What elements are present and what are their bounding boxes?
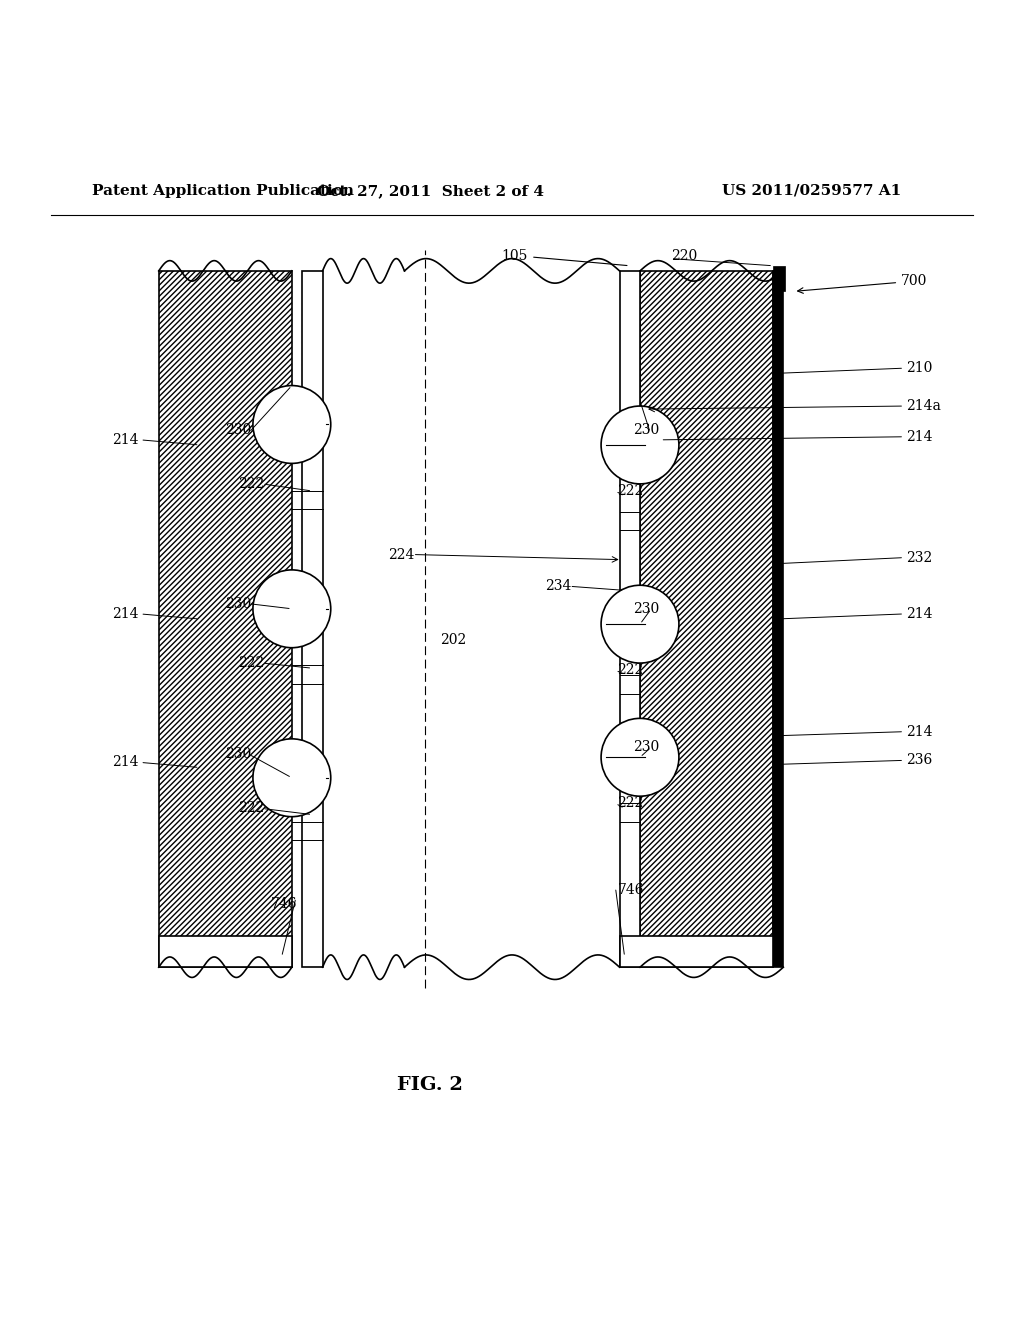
Text: 230: 230 bbox=[224, 422, 251, 437]
Text: 222: 222 bbox=[617, 484, 644, 498]
Text: 214: 214 bbox=[906, 430, 933, 444]
Text: 202: 202 bbox=[439, 632, 466, 647]
Text: 746: 746 bbox=[617, 883, 644, 898]
Text: 220: 220 bbox=[671, 248, 697, 263]
Text: 222: 222 bbox=[238, 801, 264, 816]
Circle shape bbox=[601, 585, 679, 663]
Text: 230: 230 bbox=[633, 602, 659, 616]
Text: 222: 222 bbox=[617, 796, 644, 810]
Bar bbox=[620, 271, 640, 968]
Bar bbox=[302, 271, 323, 968]
Bar bbox=[323, 271, 425, 968]
Text: 105: 105 bbox=[502, 248, 627, 265]
Bar bbox=[773, 271, 783, 968]
Text: 230: 230 bbox=[633, 422, 659, 437]
Text: 232: 232 bbox=[906, 550, 933, 565]
Bar bbox=[159, 936, 292, 968]
Text: 224: 224 bbox=[388, 548, 415, 561]
Circle shape bbox=[253, 739, 331, 817]
Bar bbox=[299, 763, 325, 793]
Circle shape bbox=[253, 385, 331, 463]
Text: US 2011/0259577 A1: US 2011/0259577 A1 bbox=[722, 183, 901, 198]
Text: 230: 230 bbox=[633, 741, 659, 754]
Text: 214: 214 bbox=[112, 755, 138, 770]
Text: 222: 222 bbox=[238, 477, 264, 491]
Bar bbox=[614, 609, 640, 639]
Text: 222: 222 bbox=[617, 663, 644, 677]
Text: 210: 210 bbox=[906, 362, 933, 375]
Text: 214a: 214a bbox=[906, 399, 941, 413]
Circle shape bbox=[601, 718, 679, 796]
Text: Patent Application Publication: Patent Application Publication bbox=[92, 183, 354, 198]
Text: 700: 700 bbox=[798, 275, 928, 293]
Text: 230: 230 bbox=[224, 597, 251, 611]
Text: 214: 214 bbox=[112, 607, 138, 620]
Bar bbox=[640, 271, 773, 968]
Text: 230: 230 bbox=[224, 747, 251, 762]
Text: 222: 222 bbox=[238, 656, 264, 671]
Text: 214: 214 bbox=[112, 433, 138, 447]
Circle shape bbox=[601, 407, 679, 484]
Text: 214: 214 bbox=[906, 607, 933, 620]
Text: Oct. 27, 2011  Sheet 2 of 4: Oct. 27, 2011 Sheet 2 of 4 bbox=[316, 183, 544, 198]
Bar bbox=[299, 409, 325, 440]
Text: 236: 236 bbox=[906, 754, 933, 767]
Bar bbox=[620, 936, 773, 968]
Circle shape bbox=[253, 570, 331, 648]
Text: 234: 234 bbox=[545, 579, 571, 593]
Bar bbox=[299, 594, 325, 624]
Bar bbox=[614, 742, 640, 772]
Text: 746: 746 bbox=[270, 896, 297, 911]
Text: 214: 214 bbox=[906, 725, 933, 739]
Text: FIG. 2: FIG. 2 bbox=[397, 1076, 463, 1094]
Bar bbox=[159, 271, 292, 968]
Bar bbox=[773, 265, 785, 292]
Bar bbox=[614, 429, 640, 461]
